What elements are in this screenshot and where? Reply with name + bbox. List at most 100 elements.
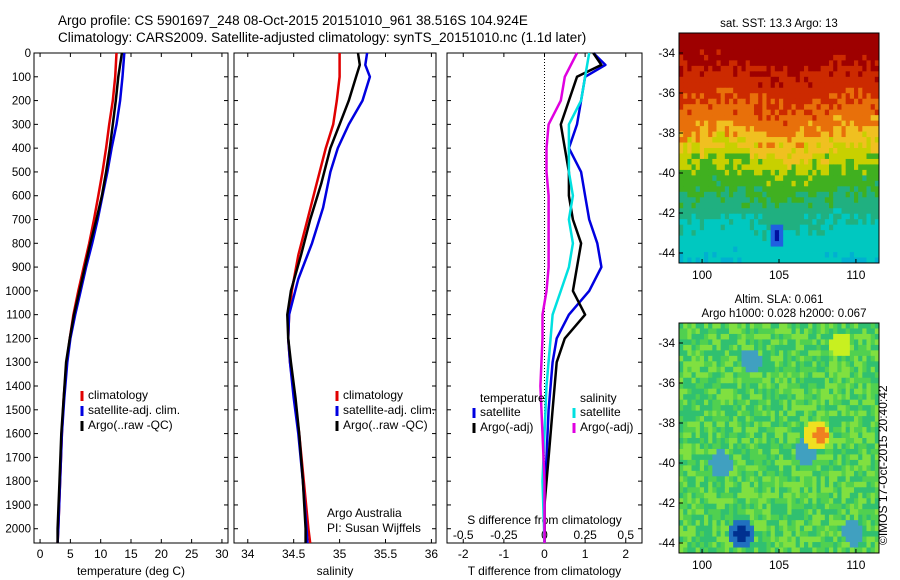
sst-map-cell [866,98,872,105]
sla-map-cell [754,372,759,379]
sla-map-cell [812,339,817,346]
sst-map-cell [787,208,792,215]
sst-map-cell [820,115,826,122]
sla-map-cell [874,525,880,532]
sst-map-cell [712,120,717,127]
sla-map-cell [737,333,742,340]
sst-map-cell [774,230,780,237]
sla-map-cell [804,536,809,543]
sla-map-cell [812,361,817,368]
sla-map-cell [804,416,809,422]
sla-map-cell [862,377,867,384]
sst-map-cell [741,60,747,67]
sla-map-cell [829,459,834,466]
sla-map-cell [787,470,792,477]
sst-map-cell [695,120,701,127]
sla-map-cell [849,355,855,362]
sst-map-xtick-label: 110 [846,268,865,282]
sst-map-cell [691,54,697,61]
sla-map-cell [708,377,713,384]
sla-map-cell [866,487,872,494]
sla-map-cell [870,427,876,433]
sst-map-cell [783,93,788,100]
sst-map-cell [870,109,876,116]
sla-map-cell [849,547,855,554]
sla-map-cell [758,487,763,494]
sla-map-cell [799,350,805,357]
sst-map-cell [720,175,726,182]
sst-map-cell [770,164,776,171]
sla-map-cell [866,514,872,521]
salinity-xtick-label: 34.5 [282,547,306,561]
sla-map-cell [733,372,738,379]
sst-map-cell [770,49,776,56]
sst-map-cell [816,180,822,187]
sst-map-cell [729,224,734,231]
sst-map-cell [816,224,822,231]
sst-map-cell [812,115,817,122]
sst-map-cell [683,43,688,50]
sst-map-cell [858,158,863,165]
sst-map-cell [712,38,717,45]
sla-map-cell [854,421,859,428]
sst-map-cell [849,230,855,237]
sla-map-cell [845,459,851,466]
sst-map-cell [833,65,838,72]
sla-map-cell [691,531,697,537]
sst-map-cell [799,142,805,149]
sst-map-cell [779,60,784,67]
sla-map-cell [787,405,792,412]
sst-map-cell [712,93,717,100]
sst-map-cell [837,246,842,253]
sst-map-cell [799,65,805,72]
sla-map-cell [745,465,751,472]
sla-map-cell [866,443,872,450]
sst-map-cell [837,148,842,154]
sst-map-cell [774,98,780,105]
sla-map-cell [737,498,742,505]
sst-map-cell [854,169,859,176]
sla-map-cell [795,323,801,329]
sst-map-cell [716,54,722,61]
sst-map-cell [833,142,838,149]
sla-map-cell [804,481,809,488]
sst-map-cell [683,82,688,89]
sla-map-cell [745,372,751,379]
sst-map-cell [820,137,826,143]
sla-map-cell [783,448,788,455]
sla-map-cell [866,542,872,548]
sla-map-cell [829,438,834,444]
sla-map-cell [816,520,822,527]
depth-tick-label: 1100 [6,310,31,322]
sst-map-cell [812,197,817,204]
sla-map-cell [870,525,876,532]
sla-map-cell [866,339,872,346]
sst-map-cell [816,65,822,72]
sla-map-cell [808,470,813,477]
sla-map-cell [804,459,809,466]
sla-map-ytick-label: -34 [658,338,675,350]
sst-map-cell [683,49,688,56]
sst-map-cell [729,213,734,220]
sla-map-cell [741,323,747,329]
sla-map-cell [874,448,880,455]
sla-map-cell [858,421,863,428]
sst-map-cell [758,246,763,253]
sst-map-cell [799,164,805,171]
diff-legend-title: salinity [580,391,617,405]
sla-map-cell [833,388,838,395]
sst-map-cell [816,54,822,61]
sst-map-cell [749,186,755,193]
sla-map-cell [779,427,784,433]
sla-map-cell [704,503,709,510]
sla-map-cell [704,492,709,499]
sst-map-cell [824,158,830,165]
sst-map-cell [691,224,697,231]
sla-map-cell [799,416,805,422]
sla-map-cell [724,416,730,422]
sla-map-cell [812,399,817,406]
sla-map-cell [745,339,751,346]
sst-map-cell [733,158,738,165]
sla-map-cell [708,333,713,340]
sst-map-cell [683,208,688,215]
